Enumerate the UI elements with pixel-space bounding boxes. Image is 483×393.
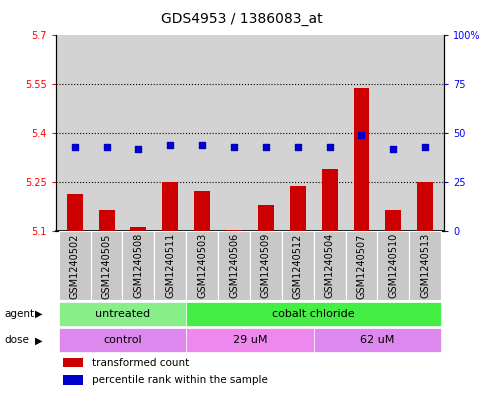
- Text: untreated: untreated: [95, 309, 150, 319]
- Text: 62 uM: 62 uM: [360, 335, 395, 345]
- Bar: [63, 358, 83, 367]
- Point: [135, 146, 142, 152]
- Text: GSM1240508: GSM1240508: [133, 233, 143, 299]
- Bar: [354, 88, 369, 231]
- Text: transformed count: transformed count: [92, 358, 190, 368]
- Bar: [186, 328, 313, 353]
- Text: GSM1240504: GSM1240504: [325, 233, 335, 299]
- Text: GSM1240511: GSM1240511: [165, 233, 175, 299]
- Point: [326, 144, 333, 150]
- Text: ▶: ▶: [35, 335, 43, 345]
- Bar: [67, 194, 83, 231]
- Text: GSM1240503: GSM1240503: [197, 233, 207, 299]
- Bar: [63, 375, 83, 385]
- Text: ▶: ▶: [35, 309, 43, 319]
- Point: [421, 144, 429, 150]
- Bar: [59, 328, 186, 353]
- Bar: [218, 231, 250, 300]
- Bar: [226, 230, 242, 231]
- Point: [389, 146, 397, 152]
- Point: [103, 144, 111, 150]
- Bar: [417, 182, 433, 231]
- Bar: [123, 231, 155, 300]
- Text: GSM1240507: GSM1240507: [356, 233, 367, 299]
- Text: GSM1240509: GSM1240509: [261, 233, 271, 299]
- Bar: [130, 227, 146, 231]
- Text: GSM1240506: GSM1240506: [229, 233, 239, 299]
- Bar: [313, 328, 441, 353]
- Text: GSM1240505: GSM1240505: [101, 233, 112, 299]
- Text: dose: dose: [5, 335, 30, 345]
- Bar: [322, 169, 338, 231]
- Text: control: control: [103, 335, 142, 345]
- Bar: [59, 301, 186, 326]
- Bar: [99, 210, 114, 231]
- Bar: [258, 205, 274, 231]
- Text: GSM1240510: GSM1240510: [388, 233, 398, 299]
- Bar: [282, 231, 313, 300]
- Text: agent: agent: [5, 309, 35, 319]
- Text: percentile rank within the sample: percentile rank within the sample: [92, 375, 269, 386]
- Text: 29 uM: 29 uM: [233, 335, 267, 345]
- Point: [357, 132, 365, 138]
- Point: [167, 142, 174, 148]
- Text: cobalt chloride: cobalt chloride: [272, 309, 355, 319]
- Bar: [59, 231, 91, 300]
- Bar: [250, 231, 282, 300]
- Bar: [186, 301, 441, 326]
- Point: [262, 144, 270, 150]
- Bar: [91, 231, 123, 300]
- Point: [230, 144, 238, 150]
- Point: [294, 144, 301, 150]
- Bar: [186, 231, 218, 300]
- Bar: [385, 210, 401, 231]
- Bar: [155, 231, 186, 300]
- Bar: [290, 186, 306, 231]
- Bar: [377, 231, 409, 300]
- Bar: [162, 182, 178, 231]
- Text: GSM1240513: GSM1240513: [420, 233, 430, 299]
- Bar: [345, 231, 377, 300]
- Text: GSM1240502: GSM1240502: [70, 233, 80, 299]
- Bar: [194, 191, 210, 231]
- Bar: [409, 231, 441, 300]
- Text: GDS4953 / 1386083_at: GDS4953 / 1386083_at: [161, 12, 322, 26]
- Text: GSM1240512: GSM1240512: [293, 233, 303, 299]
- Point: [71, 144, 79, 150]
- Bar: [313, 231, 345, 300]
- Point: [199, 142, 206, 148]
